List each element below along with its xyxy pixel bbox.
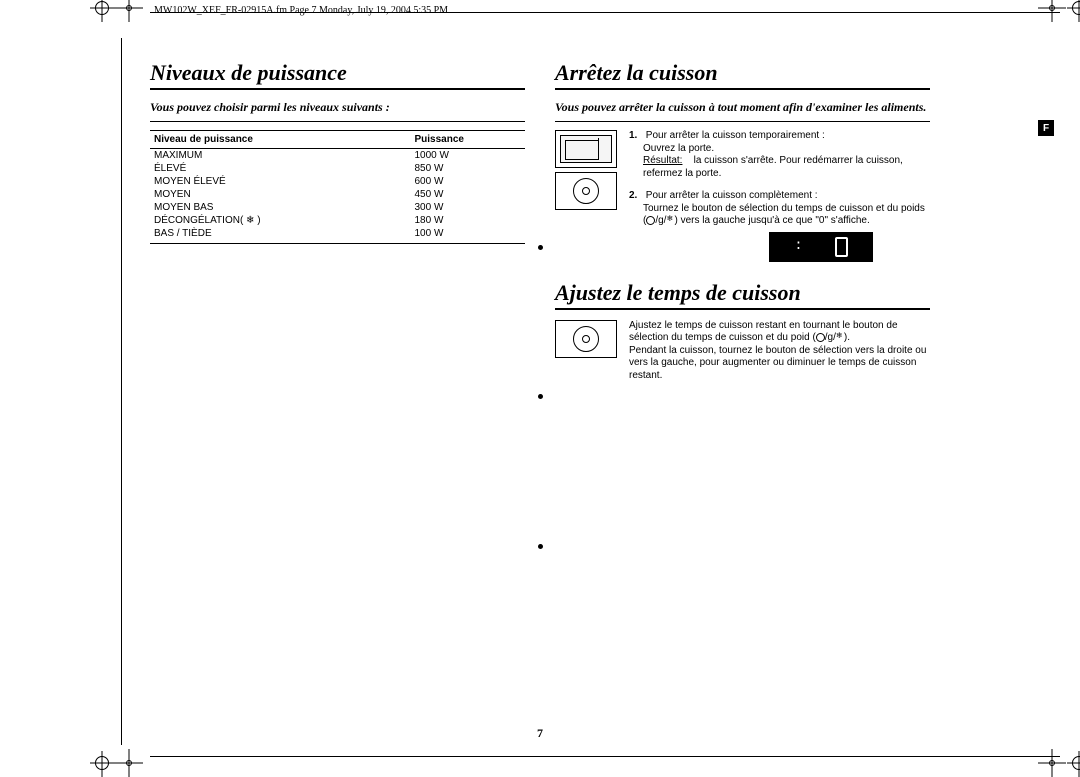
step2-line2b: ) vers la gauche jusqu'à ce que "0" s'af… [674,215,869,226]
step-number: 2. [629,190,643,203]
display-panel: : [769,232,873,262]
dial-icon [555,320,617,358]
display-colon-icon: : [794,238,802,256]
stop-cooking-intro: Vous pouvez arrêter la cuisson à tout mo… [555,100,930,122]
section-title-adjust-time: Ajustez le temps de cuisson [555,280,930,310]
crop-mark-icon [119,0,139,18]
defrost-icon [836,333,844,341]
crop-mark-icon [95,1,109,15]
section-title-power-levels: Niveaux de puissance [150,60,525,90]
table-row: MAXIMUM1000 W [150,149,525,163]
crop-mark-icon [1072,1,1080,15]
adjust-body-b: ). [844,332,850,343]
power-table-header-level: Niveau de puissance [150,131,304,149]
result-label: Résultat: [643,155,682,166]
crop-rule [150,756,1060,757]
crop-rule [121,38,122,745]
result-text: la cuisson s'arrête. Pour redémarrer la … [643,155,903,179]
power-intro: Vous pouvez choisir parmi les niveaux su… [150,100,525,122]
table-row: BAS / TIÈDE100 W [150,227,525,244]
language-badge: F [1038,120,1054,136]
step-number: 1. [629,130,643,143]
right-column: Arrêtez la cuisson Vous pouvez arrêter l… [555,60,930,740]
defrost-icon [666,216,674,224]
document-header-path: MW102W_XEF_FR-02915A.fm Page 7 Monday, J… [154,5,448,16]
timer-weight-icon [816,333,825,342]
table-row: MOYEN BAS300 W [150,201,525,214]
step1-line2: Ouvrez la porte. [643,143,714,156]
crop-mark-icon [95,756,109,770]
power-table: Niveau de puissance Puissance MAXIMUM100… [150,130,525,244]
table-row: MOYEN450 W [150,188,525,201]
table-row: MOYEN ÉLEVÉ600 W [150,175,525,188]
table-row: ÉLEVÉ850 W [150,162,525,175]
adjust-body-a: Ajustez le temps de cuisson restant en t… [629,320,898,344]
page-number: 7 [537,726,543,741]
timer-weight-icon [646,216,655,225]
crop-mark-icon [1042,753,1062,773]
crop-mark-icon [1072,756,1080,770]
adjust-body-2: Pendant la cuisson, tournez le bouton de… [629,345,926,381]
crop-mark-icon [119,753,139,773]
microwave-door-icon [555,130,617,168]
step1-line1: Pour arrêter la cuisson temporairement : [646,130,825,141]
adjust-time-block: Ajustez le temps de cuisson restant en t… [555,320,930,383]
left-column: Niveaux de puissance Vous pouvez choisir… [150,60,525,740]
step-1: 1. Pour arrêter la cuisson temporairemen… [555,130,930,262]
display-digit-zero [835,237,848,257]
step2-line1: Pour arrêter la cuisson complètement : [646,190,818,201]
crop-mark-icon [1042,0,1062,18]
power-table-header-watts: Puissance [304,131,525,149]
dial-icon [555,172,617,210]
section-title-stop-cooking: Arrêtez la cuisson [555,60,930,90]
table-row: DÉCONGÉLATION( ❄ )180 W [150,214,525,227]
